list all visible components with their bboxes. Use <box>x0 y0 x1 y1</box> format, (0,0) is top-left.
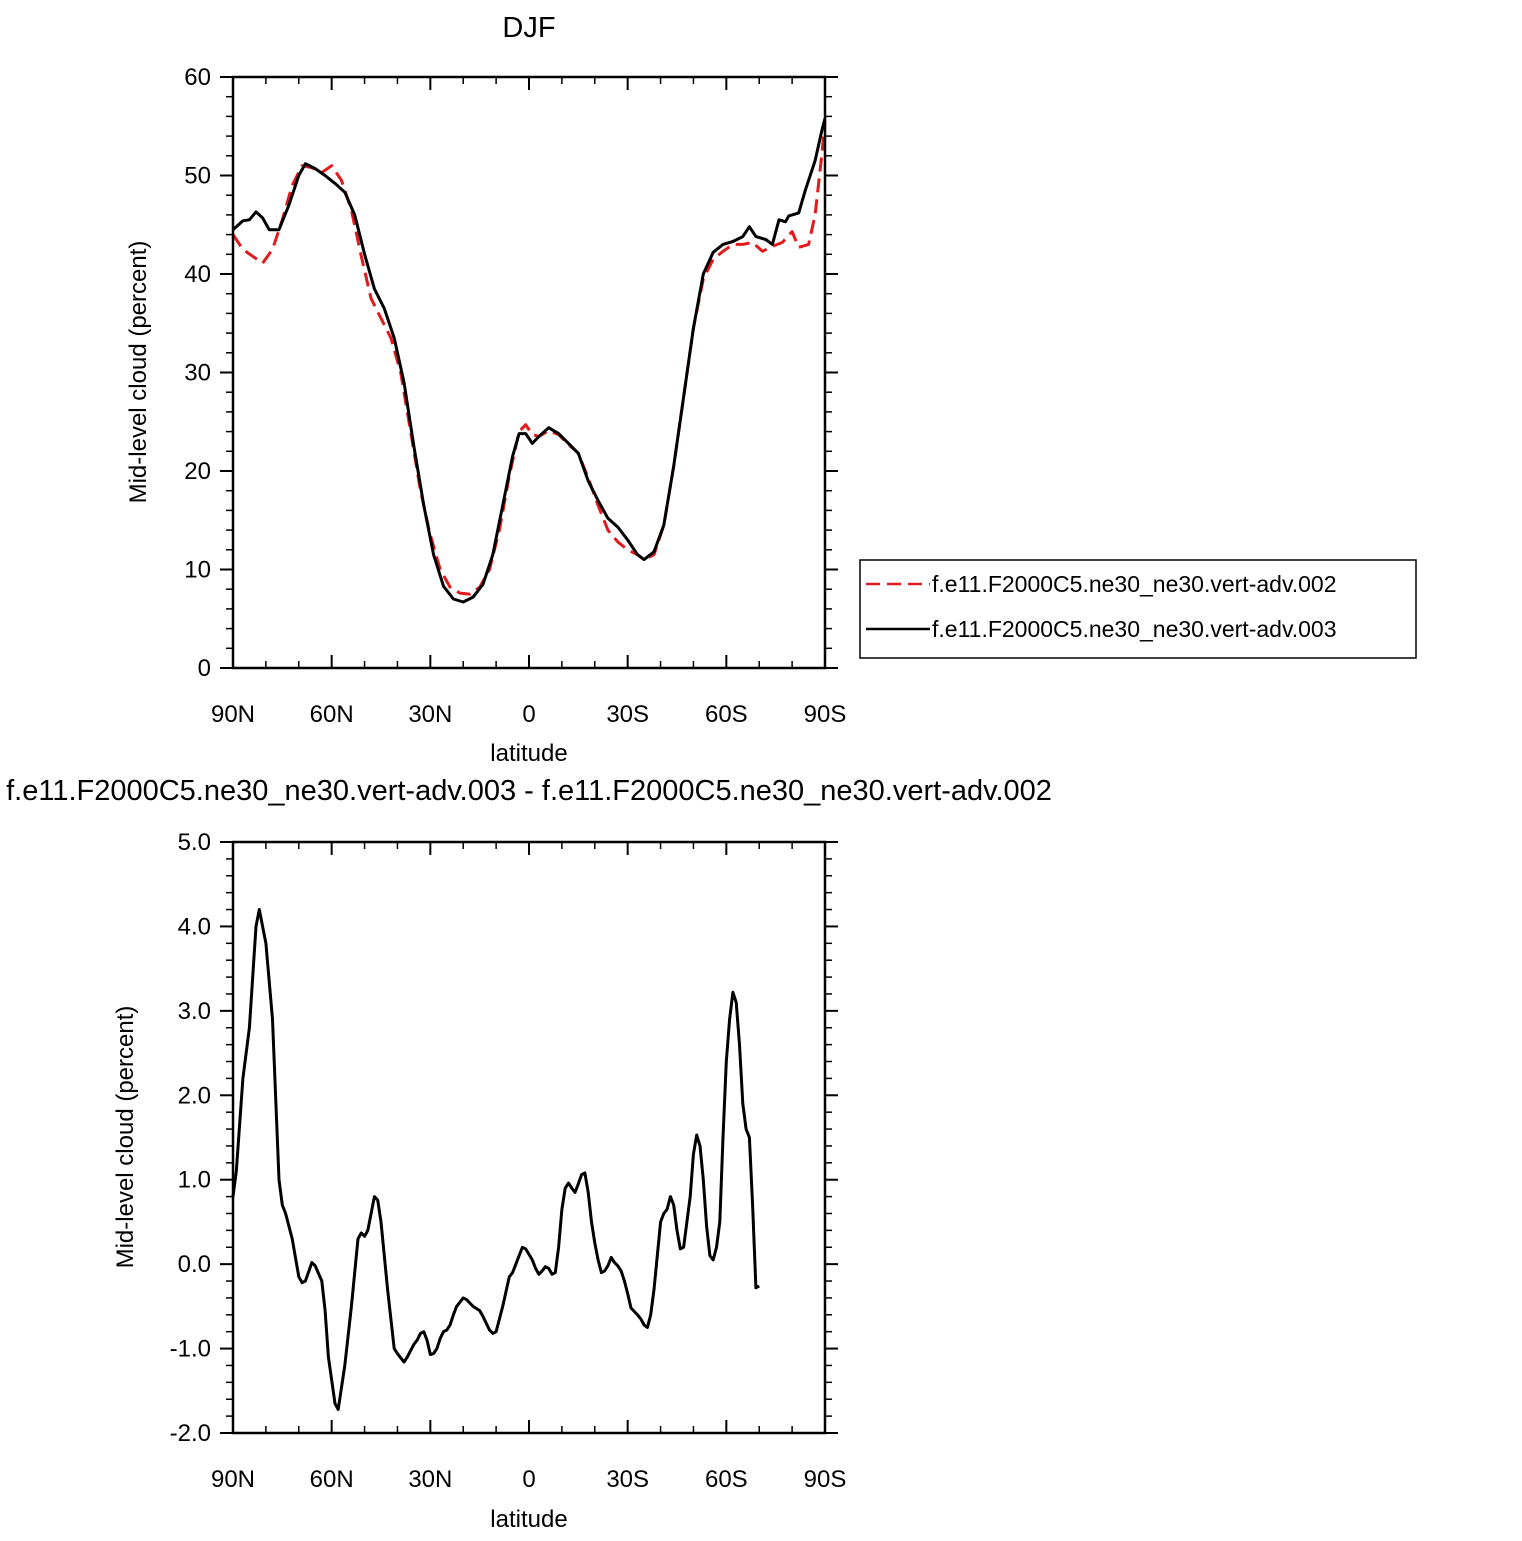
top-x-tick-label: 90N <box>211 701 255 728</box>
top-chart-ticks: 90N 60N 30N 0 30S 60S 90S 0 10 20 30 40 50 60 <box>184 64 846 728</box>
bottom-x-tick-label: 30N <box>408 1466 452 1493</box>
legend-label-series-003: f.e11.F2000C5.ne30_ne30.vert-adv.003 <box>932 616 1337 642</box>
top-y-tick-label: 60 <box>184 64 211 91</box>
bottom-y-tick-label: 5.0 <box>178 829 211 856</box>
bottom-x-tick-label: 90S <box>804 1466 847 1493</box>
bottom-y-tick-label: 4.0 <box>178 913 211 940</box>
bottom-chart-title: f.e11.F2000C5.ne30_ne30.vert-adv.003 - f… <box>6 775 1052 807</box>
bottom-y-tick-label: 1.0 <box>178 1167 211 1194</box>
top-chart-frame <box>231 75 827 670</box>
top-y-tick-label: 20 <box>184 458 211 485</box>
top-y-tick-label: 40 <box>184 261 211 288</box>
top-x-tick-label: 30N <box>408 701 452 728</box>
bottom-series-line-0 <box>231 908 760 1411</box>
top-chart-title: DJF <box>502 12 555 44</box>
bottom-y-tick-label: 0.0 <box>178 1251 211 1278</box>
top-y-tick-label: 30 <box>184 360 211 387</box>
top-y-tick-label: 0 <box>198 655 211 682</box>
bottom-y-tick-label: 2.0 <box>178 1082 211 1109</box>
top-chart-plot-area <box>231 118 827 604</box>
bottom-chart-frame <box>231 840 827 1435</box>
legend-label-series-002: f.e11.F2000C5.ne30_ne30.vert-adv.002 <box>932 571 1337 597</box>
bottom-chart-xlabel: latitude <box>490 1506 567 1533</box>
bottom-chart: f.e11.F2000C5.ne30_ne30.vert-adv.003 - f… <box>6 775 1052 1533</box>
bottom-x-tick-label: 30S <box>606 1466 649 1493</box>
bottom-chart-ticks: 90N 60N 30N 0 30S 60S 90S -2.0 -1.0 0.0 1.0 2.0 3.0 4… <box>170 829 847 1493</box>
top-chart-ylabel: Mid-level cloud (percent) <box>125 241 152 504</box>
top-y-tick-label: 10 <box>184 557 211 584</box>
bottom-y-tick-label: 3.0 <box>178 998 211 1025</box>
legend: f.e11.F2000C5.ne30_ne30.vert-adv.002 f.e… <box>859 559 1417 659</box>
top-chart: DJF 90N 60N 30N 0 30S 60S 90S 0 10 20 30 40 50 60 lat… <box>125 12 1417 767</box>
bottom-x-tick-label: 90N <box>211 1466 255 1493</box>
bottom-chart-plot-area <box>231 908 760 1411</box>
bottom-x-tick-label: 60S <box>705 1466 748 1493</box>
top-series-line-1 <box>231 118 827 604</box>
bottom-x-tick-label: 60N <box>310 1466 354 1493</box>
bottom-y-tick-label: -2.0 <box>170 1420 211 1447</box>
top-x-tick-label: 90S <box>804 701 847 728</box>
top-y-tick-label: 50 <box>184 163 211 190</box>
bottom-x-tick-label: 0 <box>522 1466 535 1493</box>
top-x-tick-label: 30S <box>606 701 649 728</box>
top-x-tick-label: 60N <box>310 701 354 728</box>
bottom-chart-ylabel: Mid-level cloud (percent) <box>112 1006 139 1269</box>
top-x-tick-label: 0 <box>522 701 535 728</box>
top-x-tick-label: 60S <box>705 701 748 728</box>
bottom-y-tick-label: -1.0 <box>170 1336 211 1363</box>
top-series-line-0 <box>231 121 827 596</box>
top-chart-xlabel: latitude <box>490 740 567 767</box>
legend-box <box>859 559 1417 659</box>
